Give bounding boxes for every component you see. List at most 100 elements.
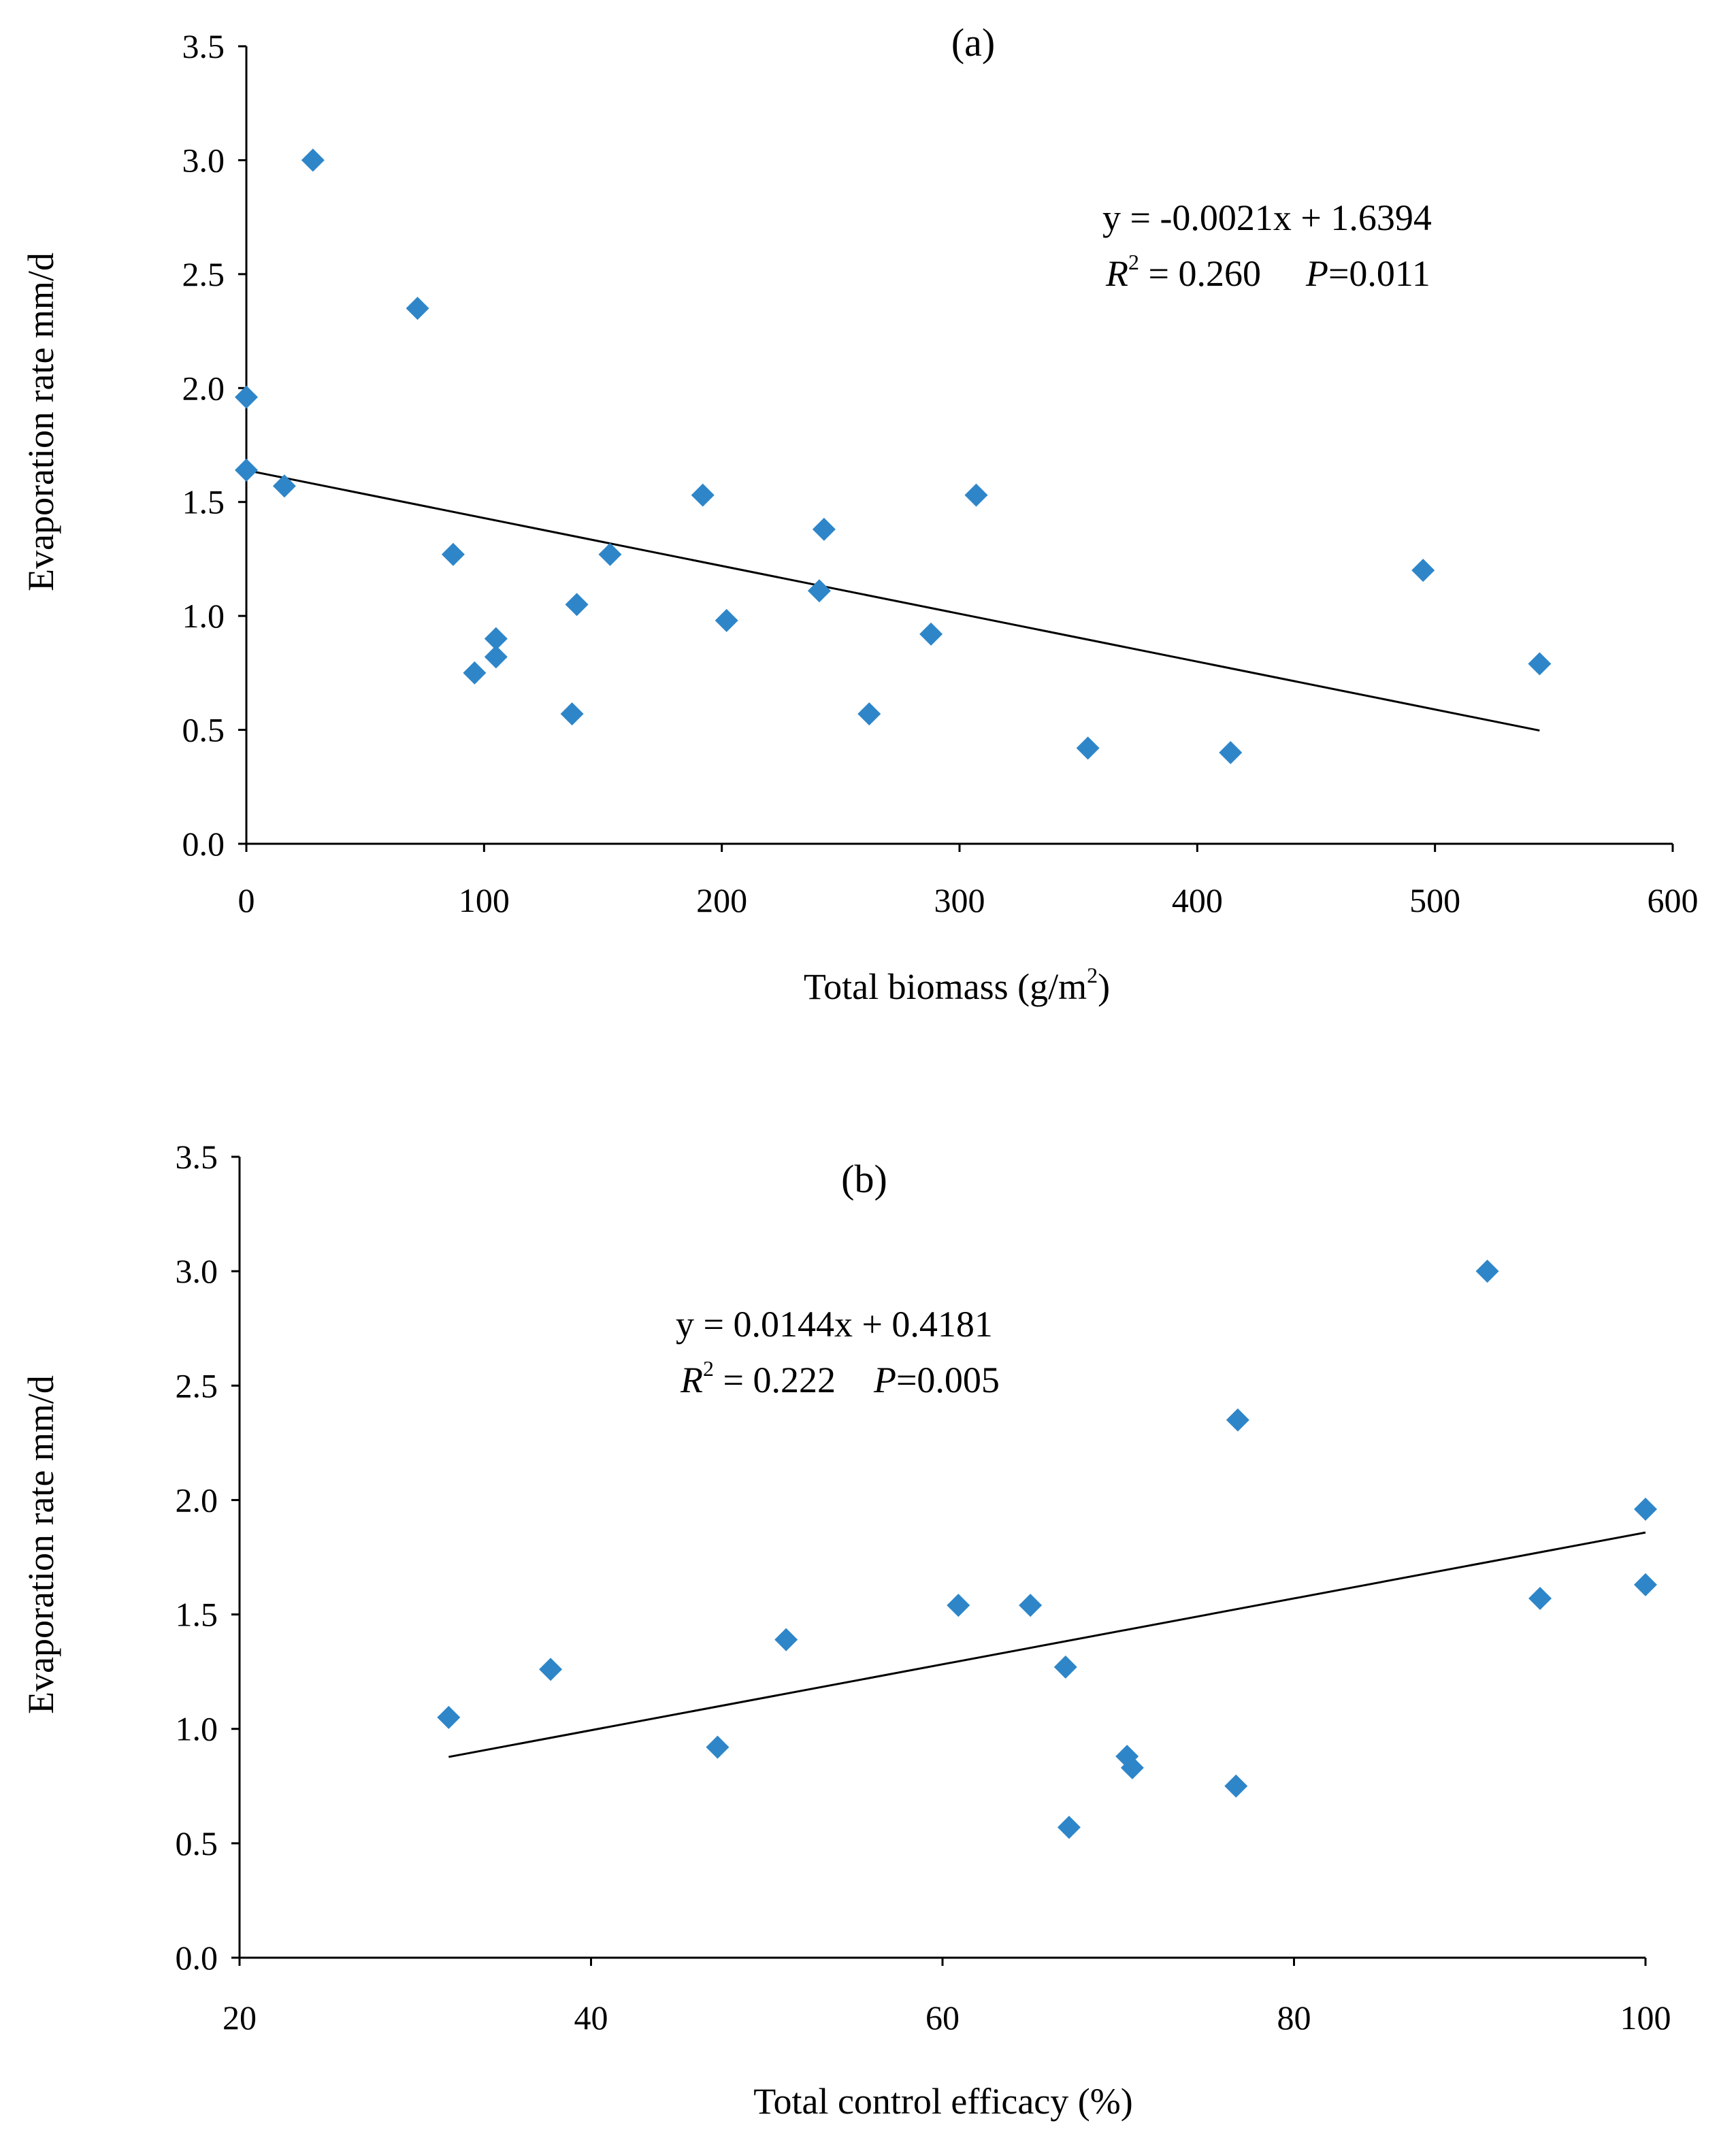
data-point bbox=[691, 483, 715, 507]
y-tick-label: 0.5 bbox=[176, 1824, 218, 1862]
x-tick-label: 600 bbox=[1648, 881, 1699, 919]
data-point bbox=[1076, 736, 1100, 760]
panel-b-y-ticks: 0.0 0.5 1.0 1.5 2.0 2.5 3.0 3.5 bbox=[176, 1138, 240, 1977]
panel-b-stats: R2 = 0.222 P=0.005 bbox=[680, 1356, 1000, 1400]
panel-a-x-axis-label: Total biomass (g/m2) bbox=[804, 963, 1110, 1007]
y-tick-label: 2.0 bbox=[176, 1481, 218, 1519]
x-tick-label: 400 bbox=[1172, 881, 1223, 919]
data-point bbox=[301, 148, 325, 172]
y-tick-label: 2.0 bbox=[182, 369, 225, 407]
data-point bbox=[437, 1705, 461, 1729]
panel-b-r2-sup: 2 bbox=[703, 1356, 714, 1381]
data-point bbox=[1528, 1587, 1552, 1611]
panel-a-stats: R2 = 0.260 P=0.011 bbox=[1105, 250, 1430, 294]
panel-b-p-value: =0.005 bbox=[896, 1360, 1000, 1400]
x-tick-label: 80 bbox=[1277, 1999, 1311, 2037]
data-point bbox=[964, 483, 988, 507]
data-point bbox=[812, 517, 836, 541]
x-tick-label: 0 bbox=[238, 881, 255, 919]
data-point bbox=[1634, 1497, 1657, 1521]
panel-b-axes bbox=[238, 1157, 1645, 1959]
x-tick-label: 300 bbox=[934, 881, 985, 919]
y-tick-label: 1.0 bbox=[176, 1710, 218, 1748]
panel-b-x-ticks: 20 40 60 80 100 bbox=[223, 1958, 1671, 2037]
data-point bbox=[715, 608, 738, 632]
panel-b-x-axis-label: Total control efficacy (%) bbox=[753, 2081, 1132, 2122]
x-tick-label: 200 bbox=[696, 881, 747, 919]
panel-b-p-symbol: P bbox=[873, 1360, 896, 1400]
panel-a-p-symbol: P bbox=[1305, 253, 1328, 294]
y-tick-label: 0.0 bbox=[182, 825, 225, 863]
panel-b-label: (b) bbox=[841, 1157, 887, 1201]
data-point bbox=[1411, 559, 1435, 582]
y-tick-label: 3.5 bbox=[176, 1138, 218, 1176]
data-point bbox=[463, 661, 487, 685]
data-point bbox=[539, 1658, 563, 1681]
y-tick-label: 3.0 bbox=[182, 141, 225, 179]
panel-a-y-ticks: 0.0 0.5 1.0 1.5 2.0 2.5 3.0 3.5 bbox=[182, 27, 246, 863]
y-tick-label: 2.5 bbox=[182, 255, 225, 293]
x-tick-label: 20 bbox=[223, 1999, 257, 2037]
data-point bbox=[947, 1594, 970, 1617]
panel-b-trendline-group bbox=[448, 1531, 1646, 1758]
data-point bbox=[807, 579, 831, 603]
x-tick-label: 60 bbox=[926, 1999, 960, 2037]
trendline bbox=[246, 469, 1540, 732]
data-point bbox=[1019, 1594, 1043, 1617]
trendline bbox=[448, 1531, 1646, 1758]
panel-a-label: (a) bbox=[951, 20, 995, 65]
panel-a-x-ticks: 0 100 200 300 400 500 600 bbox=[238, 844, 1699, 919]
data-point bbox=[1475, 1260, 1499, 1283]
data-point bbox=[1120, 1756, 1144, 1779]
data-point bbox=[484, 645, 508, 669]
data-point bbox=[235, 385, 258, 409]
data-point bbox=[235, 458, 258, 482]
y-tick-label: 1.5 bbox=[176, 1596, 218, 1634]
x-tick-label: 500 bbox=[1409, 881, 1460, 919]
y-tick-label: 3.0 bbox=[176, 1252, 218, 1290]
x-tick-label: 100 bbox=[1620, 1999, 1671, 2037]
data-point bbox=[1053, 1655, 1077, 1679]
data-point bbox=[598, 542, 622, 566]
data-point bbox=[919, 622, 943, 646]
data-point bbox=[441, 542, 465, 566]
data-point bbox=[1634, 1573, 1657, 1596]
panel-a-r2-sup: 2 bbox=[1128, 250, 1139, 274]
data-point bbox=[272, 474, 296, 498]
panel-a-y-axis-label: Evaporation rate mm/d bbox=[20, 252, 61, 591]
data-point bbox=[774, 1628, 798, 1651]
panel-b-r2-value: = 0.222 bbox=[714, 1360, 836, 1400]
panel-b-r2-symbol: R bbox=[680, 1360, 703, 1400]
y-tick-label: 0.0 bbox=[176, 1939, 218, 1977]
data-point bbox=[484, 627, 508, 651]
panel-a-chart: 0.0 0.5 1.0 1.5 2.0 2.5 3.0 3.5 0 100 200 300 400 50… bbox=[20, 20, 1699, 1007]
data-point bbox=[1528, 652, 1552, 676]
y-tick-label: 1.5 bbox=[182, 483, 225, 521]
data-point bbox=[1226, 1408, 1249, 1432]
panel-b-equation: y = 0.0144x + 0.4181 bbox=[676, 1304, 993, 1345]
y-tick-label: 0.5 bbox=[182, 711, 225, 749]
panel-a-trendline-group bbox=[246, 469, 1540, 732]
panel-b-y-axis-label: Evaporation rate mm/d bbox=[20, 1375, 61, 1714]
data-point bbox=[706, 1735, 730, 1759]
data-point bbox=[560, 702, 584, 726]
panel-a-equation: y = -0.0021x + 1.6394 bbox=[1102, 197, 1432, 238]
y-tick-label: 1.0 bbox=[182, 597, 225, 635]
x-tick-label: 40 bbox=[574, 1999, 608, 2037]
x-tick-label: 100 bbox=[459, 881, 510, 919]
data-point bbox=[406, 297, 429, 321]
panel-b-points bbox=[437, 1260, 1657, 1839]
panel-a-r2-value: = 0.260 bbox=[1139, 253, 1261, 294]
y-tick-label: 2.5 bbox=[176, 1366, 218, 1404]
panel-a-p-value: =0.011 bbox=[1328, 253, 1430, 294]
panel-a-r2-symbol: R bbox=[1105, 253, 1128, 294]
y-tick-label: 3.5 bbox=[182, 27, 225, 65]
panel-b-chart: 0.0 0.5 1.0 1.5 2.0 2.5 3.0 3.5 20 40 60 80 100 (b)… bbox=[20, 1138, 1671, 2122]
data-point bbox=[1057, 1815, 1081, 1839]
panel-a-axes bbox=[245, 46, 1673, 845]
data-point bbox=[1219, 741, 1243, 765]
data-point bbox=[1224, 1774, 1248, 1798]
data-point bbox=[565, 593, 589, 617]
panel-a-points bbox=[235, 148, 1552, 765]
